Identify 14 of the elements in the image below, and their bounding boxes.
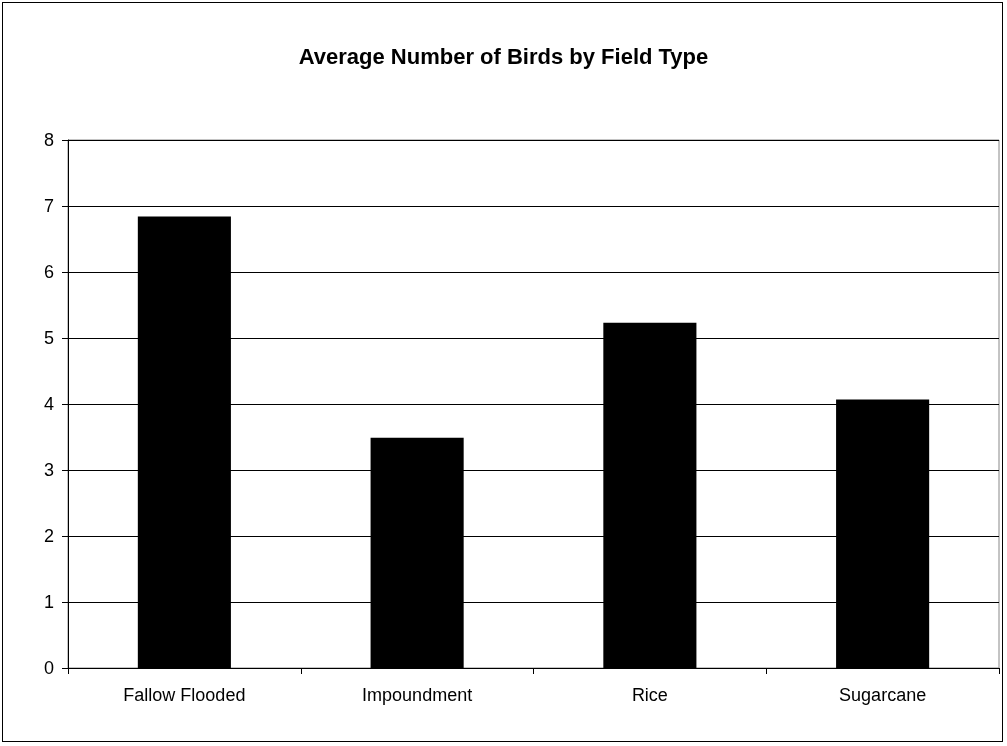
y-tick-label: 1 (43, 592, 54, 612)
x-tick-label: Fallow Flooded (123, 685, 246, 705)
x-tick-label: Rice (631, 685, 668, 705)
x-tick-label: Impoundment (362, 685, 473, 705)
y-tick-label: 5 (43, 328, 54, 348)
y-tick-label: 2 (43, 526, 54, 546)
y-tick-label: 7 (43, 196, 54, 216)
y-tick-label: 3 (43, 460, 54, 480)
y-tick-label: 8 (43, 130, 54, 150)
chart-title: Average Number of Birds by Field Type (298, 43, 709, 69)
y-tick-label: 4 (43, 394, 54, 414)
y-tick-label: 0 (43, 658, 54, 678)
y-tick-label: 6 (43, 262, 54, 282)
x-tick-label: Sugarcane (839, 685, 927, 705)
